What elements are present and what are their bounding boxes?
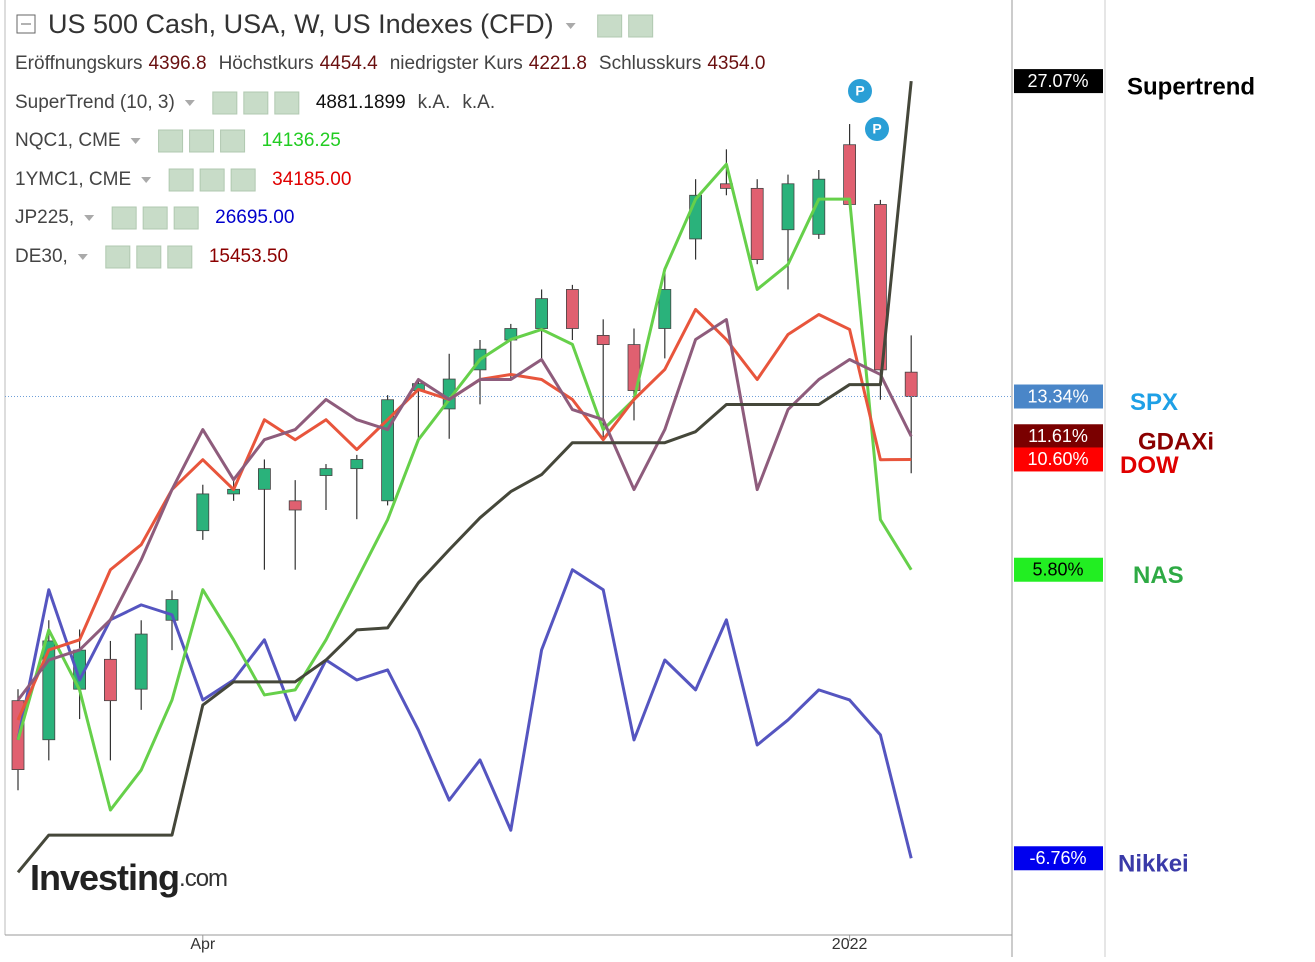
price-badge-label: -6.76% (1029, 848, 1086, 868)
dropdown-caret (130, 138, 141, 144)
header-text: SuperTrend (10, 3) (15, 92, 175, 113)
series-line (16, 568, 913, 859)
dropdown-caret (77, 254, 88, 260)
series-name: GDAXi (1138, 429, 1214, 456)
price-badge-label: 5.80% (1032, 559, 1083, 579)
candle-body (812, 178, 826, 235)
candle-body (750, 187, 764, 260)
marker-icon (848, 79, 872, 103)
price-badge-label: 11.61% (1028, 426, 1088, 446)
series-line (16, 318, 913, 701)
header-text: JP225, (15, 207, 74, 228)
price-badge-label: 27.07% (1027, 71, 1088, 91)
marker-icon: P (872, 121, 881, 137)
candle-body (104, 658, 117, 702)
candle-body (288, 500, 302, 511)
header-text: k.A. (462, 92, 495, 113)
dropdown-caret (565, 23, 576, 29)
candle-body (350, 459, 364, 470)
toolbar-icon (212, 91, 238, 115)
toolbar-icon (136, 245, 162, 269)
candle-body (781, 183, 795, 231)
toolbar-icon (111, 206, 137, 230)
header-text: DE30, (15, 246, 68, 267)
candle-body (658, 289, 672, 329)
candle-body (535, 298, 548, 329)
header-text: k.A. (418, 92, 451, 113)
price-badge (1014, 69, 1103, 94)
marker-icon (865, 117, 889, 141)
header-text: Schlusskurs (599, 53, 701, 74)
header-text: 4221.8 (529, 53, 587, 74)
dropdown-caret (184, 100, 195, 106)
candle-body (843, 144, 856, 205)
toolbar-icon (105, 245, 131, 269)
toolbar-icon (168, 168, 194, 192)
series-name: Supertrend (1127, 73, 1255, 100)
header-text: 14136.25 (262, 130, 341, 151)
header-text: 34185.00 (272, 169, 351, 190)
x-tick-label: 2022 (832, 936, 868, 953)
header-text: 4454.4 (320, 53, 379, 74)
toolbar-icon (173, 206, 199, 230)
series-line (16, 162, 913, 812)
candle-body (319, 468, 333, 476)
candle-body (196, 493, 210, 532)
series-name: NAS (1133, 562, 1184, 589)
header-text: 26695.00 (215, 207, 294, 228)
watermark-suffix: .com (179, 865, 227, 892)
toolbar-icon (220, 129, 246, 153)
toolbar-icon (158, 129, 184, 153)
header-text: Eröffnungskurs (15, 53, 142, 74)
header-text: US 500 Cash, USA, W, US Indexes (CFD) (48, 9, 554, 39)
plot-area: Apr 2022 (5, 80, 1012, 953)
candle-body (627, 344, 641, 391)
series-name: Nikkei (1118, 851, 1189, 878)
dropdown-caret (141, 177, 152, 183)
dropdown-caret (84, 215, 95, 221)
legend-header: US 500 Cash, USA, W, US Indexes (CFD) Erö… (15, 9, 765, 269)
x-tick-label: Apr (190, 936, 216, 953)
series-name: DOW (1120, 452, 1179, 479)
header-text: 4396.8 (148, 53, 206, 74)
series-name: SPX (1130, 389, 1178, 416)
marker-icon: P (855, 83, 864, 99)
toolbar-icon (243, 91, 269, 115)
watermark: Investing (30, 857, 179, 898)
header-text: 4354.0 (707, 53, 765, 74)
price-badge (1014, 424, 1103, 449)
price-badge (1014, 846, 1103, 871)
candle-body (596, 335, 610, 345)
toolbar-icon (199, 168, 225, 192)
toolbar-icon (230, 168, 256, 192)
toolbar-icon (628, 14, 654, 38)
toolbar-icon (597, 14, 623, 38)
header-text: Höchstkurs (219, 53, 314, 74)
toolbar-icon (274, 91, 300, 115)
series-line (16, 80, 913, 874)
price-badge (1014, 384, 1103, 409)
toolbar-icon (142, 206, 168, 230)
candle-body (566, 289, 579, 329)
header-text: 15453.50 (209, 246, 288, 267)
candle-body (257, 468, 271, 490)
header-text: 1YMC1, CME (15, 169, 131, 190)
collapse-icon (16, 14, 36, 34)
price-badge-label: 13.34% (1027, 386, 1088, 406)
price-badge-label: 10.60% (1027, 449, 1088, 469)
price-badge (1014, 447, 1103, 472)
price-badge (1014, 557, 1103, 582)
toolbar-icon (167, 245, 193, 269)
header-text: niedrigster Kurs (390, 53, 523, 74)
watermark: Investing.com (30, 857, 227, 898)
header-text: NQC1, CME (15, 130, 121, 151)
candle-body (904, 371, 918, 397)
toolbar-icon (189, 129, 215, 153)
header-text: 4881.1899 (316, 92, 406, 113)
candle-body (134, 633, 148, 690)
